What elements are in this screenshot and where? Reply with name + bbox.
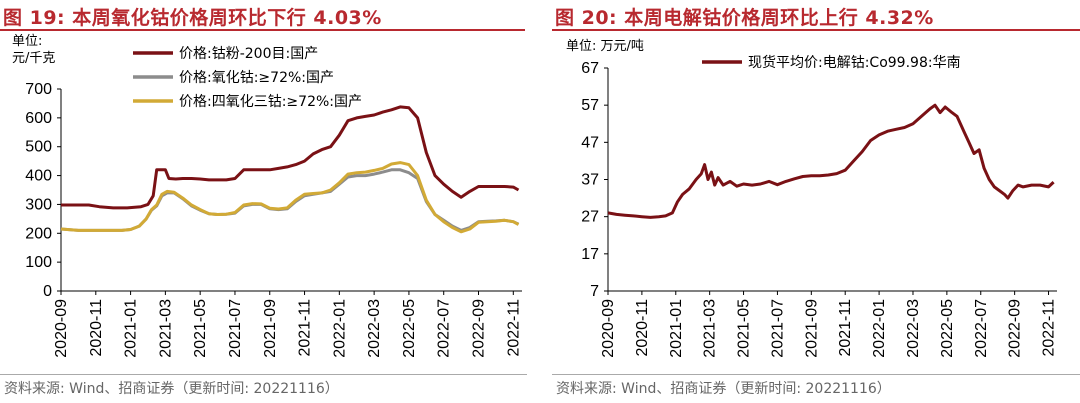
left-series-line-3 [60, 161, 520, 234]
left-x-tick-label: 2022-11 [505, 299, 522, 357]
left-x-tick-label: 2021-09 [262, 299, 279, 358]
left-legend-label-2: 价格:氧化钴:≥72%:国产 [179, 70, 334, 86]
right-y-tick-label: 27 [581, 209, 599, 226]
right-x-tick-label: 2021-01 [668, 299, 685, 358]
right-x-tick-label: 2021-09 [803, 299, 820, 358]
right-x-tick-label: 2021-05 [736, 299, 753, 358]
right-x-tick-label: 2021-11 [837, 299, 854, 357]
left-series-line-1 [61, 105, 520, 210]
right-title-rule [552, 29, 1080, 31]
left-legend-label-3: 价格:四氧化三钴:≥72%:国产 [179, 94, 362, 110]
right-chart-title: 图 20: 本周电解钴价格周环比上行 4.32% [555, 7, 934, 29]
left-y-tick-label: 500 [25, 139, 52, 156]
right-x-tick-label: 2021-03 [702, 299, 719, 358]
right-y-tick-label: 67 [581, 60, 599, 77]
left-source-rule [0, 374, 527, 375]
left-x-tick-label: 2021-07 [227, 299, 244, 358]
left-source-note: 资料来源: Wind、招商证券（更新时间: 20221116） [4, 381, 339, 397]
left-unit-label-2: 元/千克 [12, 51, 55, 66]
left-chart-title: 图 19: 本周氧化钴价格周环比下行 4.03% [3, 7, 382, 29]
left-y-tick-label: 700 [25, 81, 52, 98]
left-x-tick-label: 2020-11 [88, 299, 105, 357]
right-source-rule [552, 374, 1080, 375]
left-y-tick-label: 300 [25, 196, 52, 213]
right-x-tick-label: 2022-01 [871, 299, 888, 358]
left-title-rule [0, 29, 525, 31]
left-x-tick-label: 2022-05 [401, 299, 418, 358]
right-legend-label-1: 现货平均价:电解钴:Co99.98:华南 [748, 54, 961, 71]
left-x-tick-label: 2022-07 [436, 299, 453, 358]
right-x-tick-label: 2021-07 [769, 299, 786, 358]
right-y-tick-label: 47 [581, 134, 599, 151]
left-x-tick-label: 2021-11 [297, 299, 314, 357]
right-series-line-1 [607, 103, 1055, 219]
right-x-tick-label: 2022-07 [973, 299, 990, 358]
right-x-tick-label: 2022-09 [1007, 299, 1024, 358]
left-y-tick-label: 100 [25, 254, 52, 271]
left-x-tick-label: 2022-09 [471, 299, 488, 358]
right-unit-label: 单位: 万元/吨 [566, 39, 644, 54]
left-x-tick-label: 2022-01 [331, 299, 348, 358]
right-x-tick-label: 2020-09 [600, 299, 617, 358]
right-x-tick-label: 2022-05 [939, 299, 956, 358]
left-chart-svg: 单位: 元/千克 0 100 200 300 400 500 600 700 2020-09 20… [12, 34, 522, 358]
right-chart-panel: 图 20: 本周电解钴价格周环比上行 4.32% 单位: 万元/吨 7 17 27 3… [552, 0, 1080, 403]
left-x-tick-label: 2020-09 [53, 299, 70, 358]
left-chart-panel: 图 19: 本周氧化钴价格周环比下行 4.03% 单位: 元/千克 0 100 20… [0, 0, 530, 403]
right-y-tick-label: 57 [581, 97, 599, 114]
right-y-tick-label: 17 [581, 246, 599, 263]
right-x-tick-label: 2020-11 [634, 299, 651, 357]
right-chart-svg: 单位: 万元/吨 7 17 27 37 47 57 67 2020-09 2020-11 2021… [566, 39, 1058, 358]
left-y-tick-label: 0 [43, 283, 52, 300]
left-y-tick-label: 400 [25, 168, 52, 185]
right-source-note: 资料来源: Wind、招商证券（更新时间: 20221116） [556, 381, 891, 397]
left-x-tick-label: 2021-01 [123, 299, 140, 358]
left-y-tick-label: 200 [25, 225, 52, 242]
left-legend-label-1: 价格:钴粉-200目:国产 [179, 46, 318, 62]
left-x-tick-label: 2021-05 [192, 299, 209, 358]
left-series-line-2 [60, 168, 520, 232]
right-x-tick-label: 2022-03 [905, 299, 922, 358]
right-x-tick-label: 2022-11 [1041, 299, 1058, 357]
left-unit-label-1: 单位: [12, 34, 42, 49]
left-y-tick-label: 600 [25, 110, 52, 127]
right-y-tick-label: 37 [581, 172, 599, 189]
right-y-tick-label: 7 [590, 283, 599, 300]
left-x-tick-label: 2021-03 [157, 299, 174, 358]
left-x-tick-label: 2022-03 [366, 299, 383, 358]
